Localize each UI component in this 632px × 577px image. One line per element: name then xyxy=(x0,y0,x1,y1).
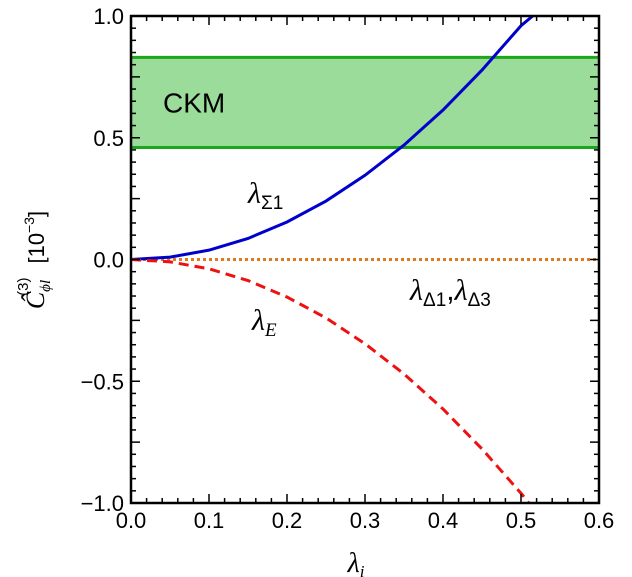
y-tick-label: −0.5 xyxy=(81,369,124,394)
x-tick-label: 0.0 xyxy=(116,508,147,533)
y-tick-label: 0.0 xyxy=(93,248,124,273)
y-tick-label: 0.5 xyxy=(93,126,124,151)
series-lambda-e-line xyxy=(131,258,530,503)
y-tick-labels: −1.0 −0.5 0.0 0.5 1.0 xyxy=(81,4,124,516)
series-label-e: λE xyxy=(251,304,277,341)
x-tick-label: 0.1 xyxy=(194,508,225,533)
series-lambda-sigma-line xyxy=(131,16,534,261)
ckm-band: CKM xyxy=(131,55,599,149)
x-tick-label: 0.4 xyxy=(428,508,459,533)
x-tick-label: 0.2 xyxy=(272,508,303,533)
ckm-label: CKM xyxy=(163,87,225,118)
x-tick-labels: 0.0 0.1 0.2 0.3 0.4 0.5 0.6 xyxy=(116,508,615,533)
x-axis-label: λi xyxy=(347,548,365,577)
svg-text:Ĉϕl(3)[10−3]: Ĉϕl(3)[10−3] xyxy=(15,211,54,309)
y-axis-label: Ĉϕl(3)[10−3] xyxy=(15,211,54,309)
ckm-band-fill xyxy=(131,57,599,148)
series-label-delta: λΔ1,λΔ3 xyxy=(409,274,491,311)
x-tick-label: 0.5 xyxy=(506,508,537,533)
x-tick-label: 0.6 xyxy=(584,508,615,533)
axis-ticks xyxy=(130,15,600,504)
y-tick-label: −1.0 xyxy=(81,491,124,516)
series-label-sigma: λΣ1 xyxy=(247,177,283,214)
y-tick-label: 1.0 xyxy=(93,4,124,29)
x-tick-label: 0.3 xyxy=(350,508,381,533)
